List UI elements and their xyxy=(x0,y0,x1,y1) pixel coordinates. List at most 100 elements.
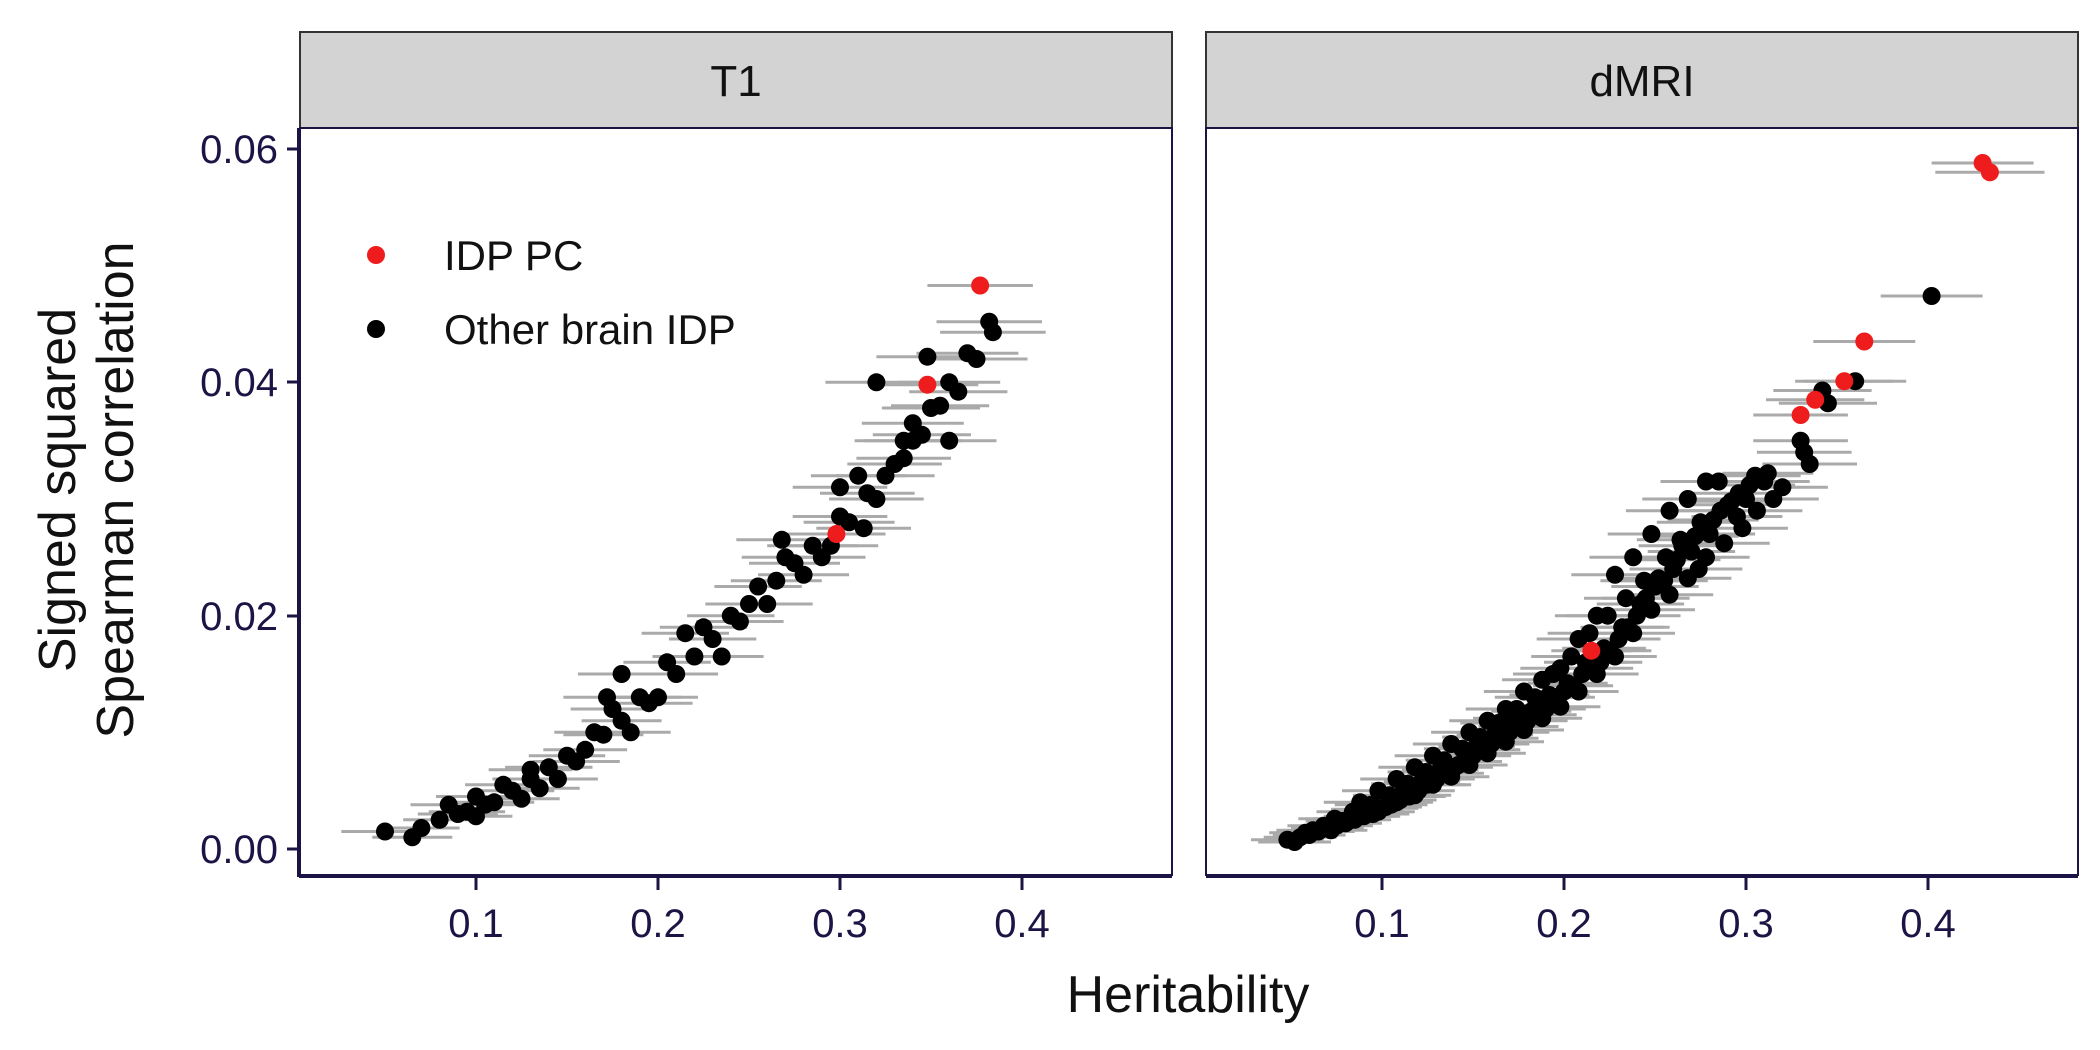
data-point-idp-pc xyxy=(971,276,990,295)
y-axis-title-line1: Signed squared xyxy=(29,308,87,672)
panel-dmri-data xyxy=(1251,154,2045,851)
data-point-other-idp xyxy=(1711,501,1730,520)
data-point-other-idp xyxy=(1660,585,1679,604)
strip-label-t1: T1 xyxy=(710,57,761,106)
panel-t1-data xyxy=(341,276,1046,847)
data-point-other-idp xyxy=(894,449,913,468)
data-point-other-idp xyxy=(1442,767,1461,786)
data-point-other-idp xyxy=(840,513,859,532)
data-point-other-idp xyxy=(867,373,886,392)
data-point-other-idp xyxy=(521,760,540,779)
panel-frame-t1 xyxy=(299,127,1173,876)
y-axis-title-line2: Spearman correlation xyxy=(87,241,145,738)
data-point-other-idp xyxy=(703,630,722,648)
data-point-other-idp xyxy=(730,612,749,631)
data-point-other-idp xyxy=(1606,565,1624,584)
data-point-other-idp xyxy=(794,565,813,584)
data-point-other-idp xyxy=(376,822,394,841)
data-point-other-idp xyxy=(767,571,786,590)
y-tick-label: 0.02 xyxy=(200,595,278,639)
data-point-other-idp xyxy=(1733,519,1752,538)
x-tick-label: 0.3 xyxy=(812,902,868,946)
data-point-other-idp xyxy=(1434,751,1453,770)
data-point-other-idp xyxy=(1758,464,1777,483)
data-point-other-idp xyxy=(485,793,504,812)
data-point-other-idp xyxy=(1569,682,1588,701)
data-point-other-idp xyxy=(1671,530,1690,549)
data-point-other-idp xyxy=(1562,647,1581,666)
data-point-other-idp xyxy=(548,770,567,788)
data-point-other-idp xyxy=(1471,728,1490,746)
data-point-other-idp xyxy=(1515,721,1533,739)
data-point-other-idp xyxy=(867,490,886,508)
data-point-other-idp xyxy=(1697,472,1715,491)
x-axis-title: Heritability xyxy=(1067,966,1310,1024)
data-point-other-idp xyxy=(772,530,791,549)
data-point-other-idp xyxy=(1656,548,1675,567)
points xyxy=(1278,154,1999,851)
data-point-other-idp xyxy=(1689,560,1708,578)
data-point-other-idp xyxy=(1715,534,1734,553)
data-point-other-idp xyxy=(1540,686,1559,704)
data-point-idp-pc xyxy=(1806,390,1825,409)
data-point-other-idp xyxy=(1686,527,1704,546)
data-point-idp-pc xyxy=(1855,332,1874,351)
data-point-other-idp xyxy=(918,347,937,366)
x-tick-label: 0.4 xyxy=(994,902,1050,946)
legend: IDP PC Other brain IDP xyxy=(367,232,736,353)
y-tick-label: 0.00 xyxy=(200,828,278,872)
data-point-other-idp xyxy=(1460,756,1479,774)
data-point-other-idp xyxy=(849,466,868,485)
strip-header-t1: T1 xyxy=(299,31,1173,129)
data-point-other-idp xyxy=(1598,606,1617,625)
strip-background xyxy=(1205,31,2079,129)
data-point-other-idp xyxy=(1587,665,1606,683)
data-point-other-idp xyxy=(621,723,640,742)
data-point-other-idp xyxy=(1296,823,1315,842)
data-point-idp-pc xyxy=(1980,163,1999,182)
data-point-other-idp xyxy=(530,779,549,798)
data-point-other-idp xyxy=(1624,624,1643,643)
x-axis-ticks-dmri: 0.1 0.2 0.3 0.4 xyxy=(1354,876,1956,946)
data-point-other-idp xyxy=(1533,709,1552,728)
data-point-other-idp xyxy=(967,350,986,368)
data-point-other-idp xyxy=(1544,665,1563,683)
panel-frame-dmri xyxy=(1205,127,2079,876)
data-point-other-idp xyxy=(1729,484,1748,503)
legend-marker-other-idp xyxy=(367,320,385,338)
x-axis-ticks-t1: 0.1 0.2 0.3 0.4 xyxy=(448,876,1050,946)
data-point-other-idp xyxy=(1709,472,1728,491)
data-point-other-idp xyxy=(412,819,431,837)
data-point-other-idp xyxy=(1325,809,1344,828)
data-point-other-idp xyxy=(1616,589,1635,608)
y-axis-title: Signed squared Spearman correlation xyxy=(29,241,145,738)
data-point-other-idp xyxy=(1606,647,1624,666)
data-point-other-idp xyxy=(676,624,695,643)
data-point-other-idp xyxy=(940,431,959,450)
data-point-other-idp xyxy=(1800,455,1819,473)
points xyxy=(376,276,1002,847)
data-point-other-idp xyxy=(712,647,731,666)
data-point-other-idp xyxy=(912,425,931,444)
data-point-other-idp xyxy=(1635,571,1654,590)
x-tick-label: 0.1 xyxy=(1354,902,1410,946)
x-tick-label: 0.1 xyxy=(448,902,504,946)
data-point-other-idp xyxy=(1649,569,1668,588)
data-point-other-idp xyxy=(758,595,777,613)
x-tick-label: 0.2 xyxy=(630,902,686,946)
data-point-other-idp xyxy=(1416,763,1435,781)
data-point-other-idp xyxy=(1489,714,1508,732)
data-point-other-idp xyxy=(430,810,449,829)
data-point-other-idp xyxy=(740,595,758,613)
data-point-other-idp xyxy=(1507,700,1526,718)
data-point-idp-pc xyxy=(827,525,846,543)
y-axis-ticks: 0.00 0.02 0.04 0.06 xyxy=(200,128,299,872)
data-point-other-idp xyxy=(983,323,1002,342)
data-point-other-idp xyxy=(685,647,704,666)
data-point-other-idp xyxy=(1551,697,1570,716)
data-point-other-idp xyxy=(612,665,631,683)
data-point-other-idp xyxy=(1660,501,1679,520)
data-point-idp-pc xyxy=(918,375,937,394)
data-point-other-idp xyxy=(1343,802,1362,821)
